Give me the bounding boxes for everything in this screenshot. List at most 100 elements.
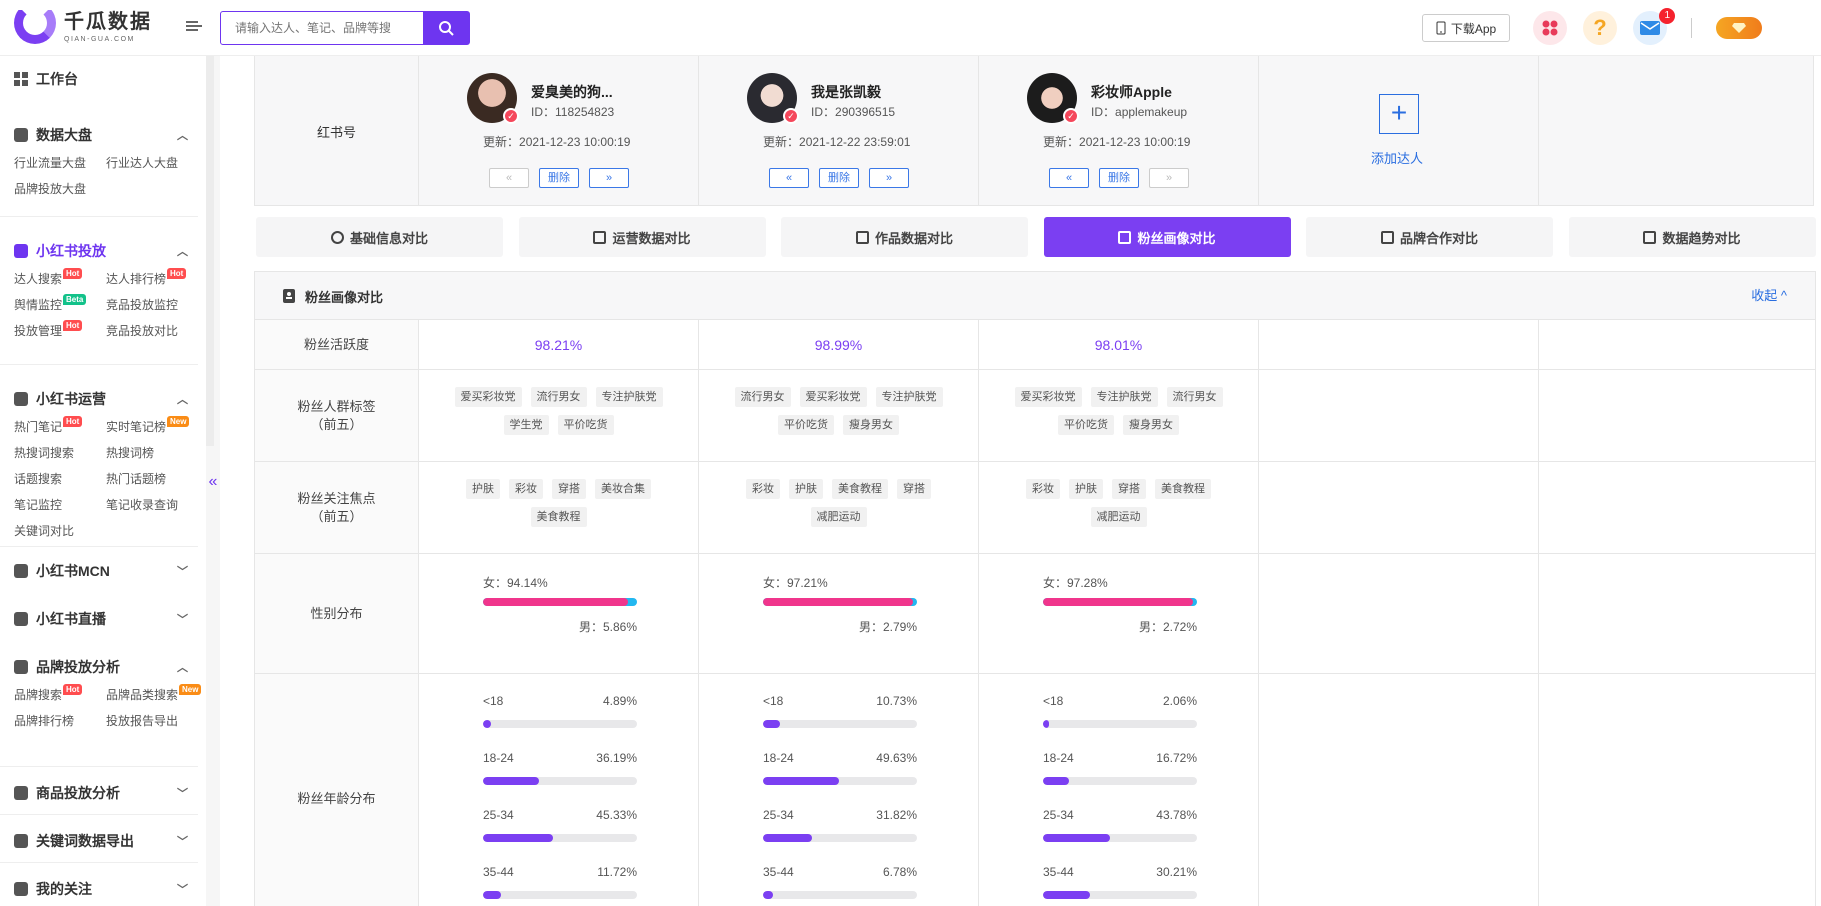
compare-cell: 女：97.21% 男：2.79% — [698, 554, 978, 673]
tab-5[interactable]: 品牌合作对比 — [1306, 217, 1553, 257]
kol-name[interactable]: 爱臭美的狗... — [531, 84, 613, 100]
move-right-button[interactable]: » — [869, 168, 909, 188]
sidebar-item-label: 品牌排行榜 — [14, 714, 75, 728]
delete-kol-button[interactable]: 删除 — [819, 168, 859, 188]
tab-label: 品牌合作对比 — [1399, 230, 1478, 246]
sidebar-item[interactable]: 热门话题榜 — [106, 466, 198, 492]
move-right-button[interactable]: » — [589, 168, 629, 188]
sidebar-scrollbar-thumb[interactable] — [206, 56, 214, 446]
logo[interactable]: 千瓜数据 QIAN-GUA.COM — [14, 10, 152, 44]
sidebar-section-header[interactable]: 小红书运营 ︿ — [0, 384, 198, 414]
sidebar-item[interactable]: 热门笔记 Hot — [14, 414, 106, 440]
sidebar-item[interactable]: 品牌排行榜 — [14, 708, 106, 734]
mail-button[interactable]: 1 — [1633, 8, 1675, 45]
kol-id-value: 290396515 — [835, 105, 896, 119]
audience-tag: 专注护肤党 — [1090, 387, 1158, 407]
sidebar-section-header[interactable]: 商品投放分析 ﹀ — [0, 778, 198, 808]
sidebar-section-header[interactable]: 小红书投放 ︿ — [0, 236, 198, 266]
sidebar-item[interactable]: 舆情监控 Beta — [14, 292, 106, 318]
age-bar-fill — [483, 891, 502, 899]
age-range: 25-34 — [1043, 808, 1074, 822]
tab-6[interactable]: 数据趋势对比 — [1568, 217, 1816, 257]
sidebar-item[interactable]: 品牌投放大盘 — [14, 176, 106, 202]
age-range: 35-44 — [483, 865, 514, 879]
sidebar-item[interactable]: 达人搜索 Hot — [14, 266, 106, 292]
sidebar-section-header[interactable]: 数据大盘 ︿ — [0, 120, 198, 150]
sidebar-section-header[interactable]: 小红书直播 ﹀ — [0, 604, 198, 634]
sidebar-section-title: 商品投放分析 — [36, 785, 120, 801]
row-label: 粉丝人群标签 （前五） — [255, 370, 418, 461]
move-left-button[interactable]: « — [489, 168, 529, 188]
chevron-up-icon: ︿ — [177, 246, 188, 258]
sidebar-workbench[interactable]: 工作台 — [0, 64, 198, 94]
sidebar-item[interactable]: 热搜词搜索 — [14, 440, 106, 466]
delete-kol-button[interactable]: 删除 — [1099, 168, 1139, 188]
apps-button[interactable] — [1533, 11, 1567, 45]
sidebar-item-label: 投放管理 — [14, 324, 63, 338]
tab-2[interactable]: 运营数据对比 — [518, 217, 766, 257]
sidebar-section-header[interactable]: 小红书MCN ﹀ — [0, 556, 198, 586]
kol-card: ✓ 我是张凯毅 ID：290396515 更新：2021-12-22 23:59:01… — [698, 56, 978, 206]
delete-kol-button[interactable]: 删除 — [539, 168, 579, 188]
sidebar-section-header[interactable]: 关键词数据导出 ﹀ — [0, 826, 198, 856]
focus-tag: 减肥运动 — [810, 507, 867, 527]
sidebar-item-label: 热搜词搜索 — [14, 446, 75, 460]
tab-1[interactable]: 基础信息对比 — [256, 217, 503, 257]
sidebar-item[interactable]: 品牌搜索 Hot — [14, 682, 106, 708]
audience-tag: 平价吃货 — [778, 415, 834, 435]
add-kol-button[interactable]: + — [1379, 94, 1419, 134]
sidebar-section: 我的关注 ﹀ — [0, 874, 198, 904]
compare-cell: <18 2.06% 18-24 16.72% 25-34 43.78% 35-44 30.21… — [978, 674, 1258, 906]
collapse-sidebar-icon[interactable]: « — [208, 473, 218, 490]
age-bar — [1043, 777, 1197, 785]
tab-4[interactable]: 粉丝画像对比 — [1043, 217, 1291, 257]
vip-badge[interactable] — [1716, 17, 1762, 39]
sidebar-item[interactable]: 实时笔记榜 New — [106, 414, 198, 440]
move-left-button[interactable]: « — [769, 168, 809, 188]
download-app-button[interactable]: 下载App — [1422, 14, 1510, 42]
sidebar-item[interactable]: 热搜词榜 — [106, 440, 198, 466]
sidebar-item[interactable]: 竞品投放对比 — [106, 318, 198, 344]
document-icon — [1118, 230, 1132, 244]
search-button[interactable] — [423, 12, 469, 44]
move-right-button[interactable]: » — [1149, 168, 1189, 188]
trend-icon — [1643, 230, 1657, 244]
sidebar-item[interactable]: 话题搜索 — [14, 466, 106, 492]
upload-icon — [14, 834, 28, 848]
kol-updated: 更新：2021-12-23 10:00:19 — [1043, 133, 1190, 150]
audience-tag: 流行男女 — [1166, 387, 1223, 407]
sidebar-item[interactable]: 投放管理 Hot — [14, 318, 106, 344]
sidebar-item[interactable]: 笔记收录查询 — [106, 492, 198, 518]
sidebar-item[interactable]: 投放报告导出 — [106, 708, 198, 734]
help-button[interactable]: ? — [1583, 11, 1617, 45]
mail-icon — [1640, 21, 1660, 35]
sidebar-section-title: 我的关注 — [36, 881, 92, 897]
sidebar-item[interactable]: 笔记监控 — [14, 492, 106, 518]
top-header: 千瓜数据 QIAN-GUA.COM 下载App ? 1 — [0, 0, 1821, 56]
menu-toggle-icon[interactable] — [186, 19, 202, 35]
focus-tag: 彩妆 — [746, 479, 780, 499]
sidebar-item[interactable]: 达人排行榜 Hot — [106, 266, 198, 292]
age-bar-fill — [763, 720, 780, 728]
sidebar-item[interactable]: 品牌品类搜索 New — [106, 682, 202, 708]
sidebar-item[interactable]: 行业流量大盘 — [14, 150, 106, 176]
tab-3[interactable]: 作品数据对比 — [781, 217, 1028, 257]
focus-tag: 彩妆 — [1026, 479, 1060, 499]
sidebar-item[interactable]: 行业达人大盘 — [106, 150, 198, 176]
sidebar-item[interactable]: 关键词对比 — [14, 518, 106, 544]
kol-updated-value: 2021-12-22 23:59:01 — [799, 135, 911, 149]
logo-mark-icon — [14, 10, 56, 44]
move-left-button[interactable]: « — [1049, 168, 1089, 188]
add-kol-label[interactable]: 添加达人 — [1371, 151, 1424, 166]
sidebar-section-header[interactable]: 品牌投放分析 ︿ — [0, 652, 198, 682]
kol-name[interactable]: 彩妆师Apple — [1091, 84, 1172, 100]
sidebar-item[interactable]: 竞品投放监控 — [106, 292, 198, 318]
compare-cell: 98.01% — [978, 320, 1258, 369]
age-bar-fill — [763, 891, 774, 899]
sidebar-section-header[interactable]: 我的关注 ﹀ — [0, 874, 198, 904]
sidebar-item-label: 行业达人大盘 — [106, 156, 179, 170]
focus-tag: 护肤 — [1069, 479, 1103, 499]
collapse-panel-button[interactable]: 收起 ^ — [1751, 288, 1787, 303]
search-input[interactable] — [221, 12, 423, 44]
kol-name[interactable]: 我是张凯毅 — [811, 84, 881, 100]
